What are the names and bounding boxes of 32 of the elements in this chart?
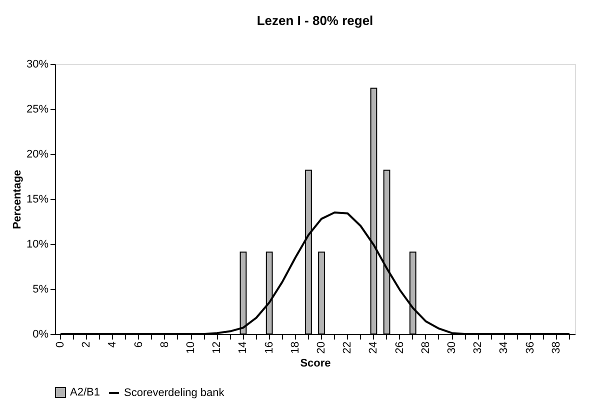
x-tick-label: 28	[420, 342, 432, 354]
x-tick-label: 12	[211, 342, 224, 354]
x-tick-label: 0	[54, 342, 67, 348]
x-tick-label: 38	[550, 342, 562, 354]
x-tick-label: 22	[342, 342, 354, 354]
y-tick-label: 20%	[26, 148, 49, 160]
x-tick-label: 36	[524, 342, 536, 354]
x-tick-label: 18	[289, 342, 302, 354]
x-tick-label: 16	[263, 342, 276, 354]
x-axis-title: Score	[300, 358, 331, 370]
legend-label: A2/B1	[70, 386, 100, 398]
chart-title: Lezen I - 80% regel	[256, 13, 374, 28]
y-tick-label: 5%	[32, 284, 49, 296]
x-tick-label: 24	[368, 342, 380, 354]
x-tick-label: 20	[316, 342, 328, 354]
y-tick-label: 15%	[26, 194, 49, 206]
y-tick-label: 10%	[26, 238, 49, 250]
y-tick-label: 25%	[26, 104, 49, 116]
x-tick-label: 14	[237, 342, 250, 354]
y-tick-label: 30%	[26, 58, 49, 70]
y-axis-title: Percentage	[11, 170, 24, 230]
x-tick-label: 30	[446, 342, 458, 354]
x-tick-label: 26	[394, 342, 406, 354]
x-tick-label: 8	[158, 342, 171, 348]
x-tick-label: 10	[185, 342, 198, 354]
legend-label: Scoreverdeling bank	[124, 387, 225, 399]
x-tick-label: 34	[498, 342, 510, 354]
x-tick-label: 32	[472, 342, 484, 354]
x-tick-label: 6	[132, 342, 145, 348]
x-tick-label: 4	[106, 342, 119, 348]
y-tick-label: 0%	[32, 328, 49, 340]
x-tick-label: 2	[80, 342, 93, 348]
